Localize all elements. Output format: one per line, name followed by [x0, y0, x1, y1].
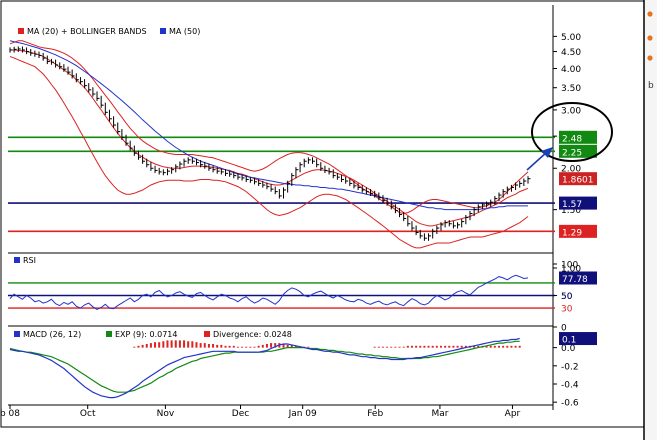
- target-ellipse: [531, 102, 613, 162]
- y-tick-label: 100: [561, 261, 578, 271]
- y-tick-label: 50: [561, 292, 573, 302]
- level-tag-label: 2.25: [562, 148, 582, 158]
- legend-signal: EXP (9): 0.0714: [115, 330, 177, 339]
- x-tick-label: Feb: [367, 409, 383, 419]
- level-tag-box: [559, 224, 597, 238]
- x-tick-label: Jan 09: [288, 409, 317, 419]
- legend-divergence: Divergence: 0.0248: [213, 330, 292, 339]
- chart-frame: [0, 0, 645, 428]
- y-tick-label: -0.4: [561, 381, 579, 391]
- y-tick-label: 0.0: [561, 344, 576, 354]
- x-tick-label: b 08: [0, 409, 20, 419]
- legend-ma50: MA (50): [169, 27, 200, 36]
- side-bullet-icon: [647, 11, 653, 17]
- macd-panel: [9, 337, 521, 399]
- rsi-legend: RSI: [14, 256, 36, 265]
- y-tick-label: 3.00: [561, 106, 581, 116]
- macd-signal-line: [9, 340, 520, 393]
- target-annotation: [526, 102, 613, 171]
- side-bullet-icon: [647, 35, 653, 41]
- legend-swatch: [106, 331, 112, 337]
- ma50-line: [9, 40, 528, 211]
- y-tick-label: -0.6: [561, 399, 579, 409]
- x-tick-label: Dec: [232, 409, 249, 419]
- legend-swatch: [14, 331, 20, 337]
- y-tick-label: 2.00: [561, 165, 581, 175]
- x-tick-label: Nov: [157, 409, 175, 419]
- y-tick-label: 4.00: [561, 65, 581, 75]
- y-tick-label: 5.00: [561, 33, 581, 43]
- level-tag-label: 2.48: [562, 134, 582, 144]
- level-tag-label: 1.57: [562, 200, 582, 210]
- x-tick-label: Mar: [431, 409, 448, 419]
- rsi-last-tag-label: 77.78: [562, 275, 588, 285]
- legend-swatch: [160, 28, 166, 34]
- y-tick-label: 3.50: [561, 84, 581, 94]
- trend-arrow-line: [526, 151, 548, 171]
- price-panel: [9, 40, 531, 249]
- rsi-level-label: 30: [561, 305, 573, 315]
- legend-rsi: RSI: [23, 256, 36, 265]
- side-bullet-icon: [647, 55, 653, 61]
- last-price-tag-label: 1.8601: [562, 176, 594, 186]
- y-tick-label: 4.50: [561, 48, 581, 58]
- bollinger-upper-line: [9, 40, 529, 215]
- last-price-tag-box: [559, 172, 597, 186]
- rsi-level-label: 50: [561, 292, 573, 302]
- legend-macd: MACD (26, 12): [23, 330, 81, 339]
- x-tick-label: Oct: [80, 409, 96, 419]
- legend-swatch: [14, 257, 20, 263]
- price-legend: MA (20) + BOLLINGER BANDS MA (50): [18, 27, 200, 36]
- legend-ma20: MA (20) + BOLLINGER BANDS: [27, 27, 147, 36]
- bollinger-lower-line: [9, 55, 529, 249]
- level-tag-box: [559, 144, 597, 158]
- legend-swatch: [204, 331, 210, 337]
- macd-line: [9, 337, 520, 399]
- legend-swatch: [18, 28, 24, 34]
- rsi-panel: [8, 274, 555, 310]
- x-tick-label: Apr: [505, 409, 521, 419]
- ma20-line: [10, 49, 529, 227]
- side-panel: [645, 0, 657, 440]
- y-tick-label: 0: [561, 324, 567, 334]
- side-edge-text: b: [648, 81, 654, 91]
- y-tick-label: 1.00: [561, 265, 581, 275]
- level-tag-box: [559, 130, 597, 144]
- arrow-head-icon: [541, 147, 553, 158]
- horizontal-levels: [8, 136, 555, 233]
- y-tick-label: 1.50: [561, 206, 581, 216]
- macd-last-tag-label: 0.1: [562, 336, 576, 346]
- value-tags: 2.48 2.25 1.57 1.29 1.8601 50 30 77.78 0.1: [559, 130, 597, 346]
- rsi-line: [9, 274, 529, 310]
- rsi-last-tag-box: [559, 271, 597, 285]
- level-tag-box: [559, 196, 597, 210]
- y-tick-label: -0.2: [561, 362, 579, 372]
- macd-last-tag-box: [559, 332, 597, 346]
- macd-legend: MACD (26, 12) EXP (9): 0.0714 Divergence…: [14, 330, 292, 339]
- level-tag-label: 1.29: [562, 228, 582, 238]
